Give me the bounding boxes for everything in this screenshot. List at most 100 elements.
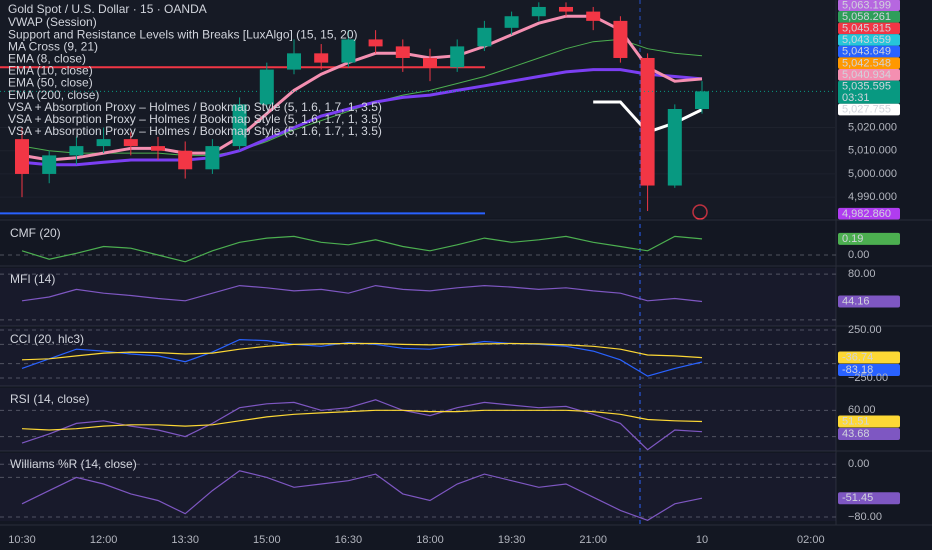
x-tick-label: 16:30	[335, 534, 363, 546]
x-tick-label: 13:30	[171, 534, 199, 546]
candle-body	[667, 109, 682, 186]
candle-body	[640, 57, 655, 186]
y-tick-label: 60.00	[848, 404, 876, 416]
indicator-line	[21, 235, 703, 263]
x-tick-label: 12:00	[90, 534, 118, 546]
candle-body	[287, 53, 301, 70]
value-badge-label: 51.51	[842, 415, 870, 427]
candle-body	[123, 139, 138, 147]
y-tick-label: 5,000.000	[848, 168, 897, 180]
indicator-legend: Support and Resistance Levels with Break…	[8, 27, 358, 41]
candle-body	[69, 146, 84, 156]
price-badge-label: 5,043.659	[842, 34, 891, 46]
candle-body	[450, 46, 465, 68]
value-badge	[838, 232, 900, 245]
pane-band	[0, 453, 836, 521]
y-tick-label: 5,020.000	[848, 121, 897, 133]
y-tick-label: −80.00	[848, 511, 882, 523]
indicator-legend: VWAP (Session)	[8, 15, 97, 29]
value-badge-label: 0.19	[842, 233, 863, 245]
pane-band	[0, 268, 836, 326]
indicator-line	[21, 470, 703, 521]
price-badge	[838, 10, 900, 23]
candle-body	[178, 150, 193, 170]
candle-body	[559, 6, 573, 12]
candle-body	[395, 46, 410, 58]
y-tick-label: −250.00	[848, 372, 888, 384]
price-badge	[838, 57, 900, 69]
pane-band	[0, 388, 836, 451]
candle-body	[423, 57, 437, 68]
x-tick-label: 02:00	[797, 534, 825, 546]
candle-body	[314, 53, 329, 63]
price-badge	[838, 45, 900, 58]
candle-body	[368, 39, 383, 47]
candle-body	[341, 39, 356, 63]
price-badge-label: 4,982.860	[842, 208, 891, 220]
value-badge	[838, 351, 900, 364]
indicator-legend: VSA + Absorption Proxy – Holmes / Bookma…	[8, 124, 382, 138]
indicator-line	[21, 342, 703, 361]
x-tick-label: 18:00	[416, 534, 444, 546]
candle-body	[586, 11, 601, 21]
indicator-legend: VSA + Absorption Proxy – Holmes / Bookma…	[8, 100, 382, 114]
price-badge-label: 5,058.261	[842, 11, 891, 23]
value-badge	[838, 364, 900, 377]
candle-body	[42, 155, 57, 174]
candle-body	[477, 27, 492, 47]
pane-title: CMF (20)	[10, 226, 61, 240]
indicator-legend: MA Cross (9, 21)	[8, 39, 98, 53]
pane-title: RSI (14, close)	[10, 392, 89, 406]
indicator-legend: VSA + Absorption Proxy – Holmes / Bookma…	[8, 112, 382, 126]
y-tick-label: 4,990.000	[848, 191, 897, 203]
value-badge-label: 44.16	[842, 295, 870, 307]
x-tick-label: 21:00	[579, 534, 607, 546]
indicator-legend: EMA (8, close)	[8, 51, 86, 65]
candle-body	[15, 139, 29, 174]
price-badge-label: 5,040.934	[842, 69, 891, 81]
candle-body	[504, 16, 519, 28]
candle-body	[205, 146, 220, 170]
price-badge	[838, 80, 900, 104]
pane-band	[0, 328, 836, 386]
candle-body	[151, 146, 165, 151]
alert-icon	[692, 204, 708, 220]
y-tick-label: 0.00	[848, 458, 869, 470]
candle-body	[531, 6, 546, 17]
price-badge	[838, 0, 900, 11]
value-badge	[838, 427, 900, 440]
pane-title: CCI (20, hlc3)	[10, 332, 84, 346]
value-badge-label: -36.74	[842, 351, 873, 363]
price-badge	[838, 103, 900, 116]
indicator-line	[21, 399, 703, 451]
x-tick-label: 10	[696, 534, 708, 546]
price-badge-label: 5,042.548	[842, 57, 891, 69]
candle-body	[259, 69, 274, 105]
value-badge	[838, 492, 900, 505]
value-badge-label: -51.45	[842, 492, 873, 504]
chart-title: Gold Spot / U.S. Dollar · 15 · OANDA	[8, 2, 207, 16]
candle-body	[695, 91, 709, 109]
y-tick-label: 0.00	[848, 249, 869, 261]
price-badge-label: 5,063.199	[842, 0, 891, 11]
x-tick-label: 15:00	[253, 534, 281, 546]
indicator-line	[21, 409, 703, 431]
moving-average-line	[21, 68, 703, 167]
price-badge-label: 5,043.649	[842, 46, 891, 58]
price-badge	[838, 207, 900, 220]
price-badge	[838, 34, 900, 46]
indicator-legend: EMA (10, close)	[8, 64, 93, 78]
price-badge-label: 5,035.595	[842, 80, 891, 92]
value-badge-label: -83.18	[842, 364, 873, 376]
y-tick-label: 5,010.000	[848, 145, 897, 157]
price-badge	[838, 22, 900, 35]
pane-title: MFI (14)	[10, 272, 55, 286]
countdown: 03:31	[842, 92, 870, 104]
indicator-line	[21, 284, 703, 303]
price-badge-label: 5,027.755	[842, 104, 891, 116]
x-tick-label: 19:30	[498, 534, 526, 546]
pane-title: Williams %R (14, close)	[10, 457, 137, 471]
value-badge	[838, 415, 900, 428]
value-badge-label: 43.68	[842, 428, 870, 440]
